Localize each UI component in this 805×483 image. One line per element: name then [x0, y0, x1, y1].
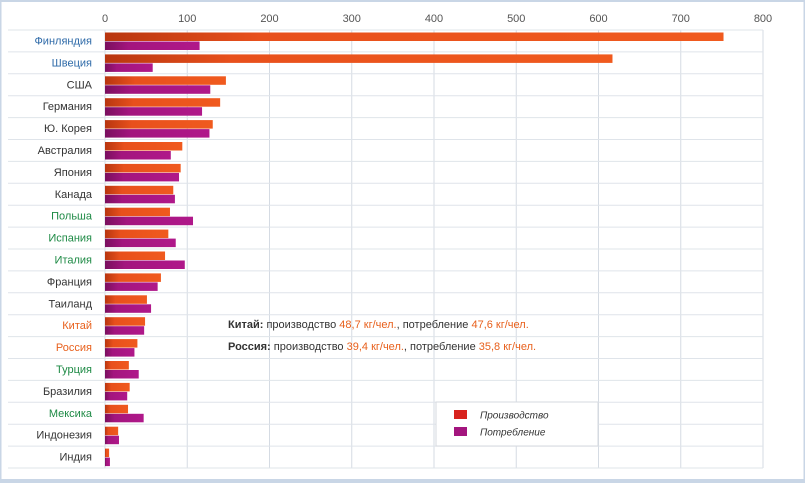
annotation-part: 48,7 кг/чел. — [339, 319, 396, 331]
bar-consumption — [105, 260, 185, 269]
bar-consumption — [105, 304, 152, 313]
bar-production — [105, 32, 724, 41]
legend-label: Производство — [480, 411, 549, 422]
bar-consumption — [105, 413, 144, 423]
bar-production — [105, 207, 170, 217]
category-label: Германия — [43, 101, 92, 113]
bar-consumption — [105, 151, 171, 160]
bar-consumption — [105, 435, 119, 445]
bar-consumption — [105, 129, 210, 138]
x-tick-label: 300 — [343, 13, 361, 25]
category-label: Китай — [62, 320, 92, 332]
annotation-part: 47,6 кг/чел. — [471, 319, 528, 331]
bar-production — [105, 163, 181, 173]
x-tick-label: 0 — [102, 13, 108, 25]
annotation-text: Россия: производство 39,4 кг/чел., потре… — [228, 341, 536, 353]
bar-consumption — [105, 85, 211, 94]
bar-consumption — [105, 63, 153, 72]
bar-consumption — [105, 326, 145, 335]
bar-production — [105, 185, 174, 195]
annotation-part: производство — [274, 341, 347, 353]
bar-production — [105, 404, 129, 414]
x-tick-label: 400 — [425, 13, 443, 25]
category-label: Индонезия — [36, 430, 92, 442]
category-label: Польша — [51, 211, 93, 223]
category-label: Италия — [55, 255, 93, 267]
bar-production — [105, 448, 110, 458]
annotation-part: , потребление — [397, 319, 472, 331]
category-label: Мексика — [49, 408, 93, 420]
annotation-part: Россия: — [228, 341, 274, 353]
bar-production — [105, 382, 130, 392]
category-label: США — [67, 79, 93, 91]
category-label: Ю. Корея — [44, 123, 92, 135]
bar-consumption — [105, 348, 135, 357]
bar-consumption — [105, 238, 176, 248]
bar-consumption — [105, 172, 180, 182]
category-label: Турция — [56, 364, 92, 376]
legend-swatch — [454, 427, 467, 436]
legend-box — [435, 401, 599, 447]
bar-production — [105, 251, 166, 260]
annotation-part: , потребление — [404, 341, 479, 353]
annotation-part: 39,4 кг/чел. — [347, 341, 404, 353]
x-tick-label: 200 — [260, 13, 278, 25]
bar-consumption — [105, 107, 203, 116]
category-label: Таиланд — [48, 298, 92, 310]
legend-swatch — [454, 410, 467, 419]
annotation-text: Китай: производство 48,7 кг/чел., потреб… — [228, 319, 529, 331]
bar-production — [105, 98, 221, 107]
bar-production — [105, 229, 169, 239]
annotation-part: производство — [266, 319, 339, 331]
x-tick-label: 100 — [178, 13, 196, 25]
bar-production — [105, 54, 613, 63]
bar-consumption — [105, 282, 158, 291]
bar-consumption — [105, 194, 175, 204]
x-tick-label: 800 — [754, 13, 772, 25]
legend-label: Потребление — [480, 427, 546, 439]
bar-consumption — [105, 216, 194, 226]
bar-production — [105, 142, 183, 151]
bar-production — [105, 76, 226, 85]
category-label: Индия — [59, 452, 92, 464]
bar-production — [105, 317, 146, 326]
category-label: Финляндия — [34, 36, 92, 48]
bar-production — [105, 361, 129, 370]
annotation-part: 35,8 кг/чел. — [479, 341, 536, 353]
bar-production — [105, 426, 119, 436]
x-tick-label: 600 — [589, 13, 607, 25]
x-tick-label: 700 — [672, 13, 690, 25]
bar-production — [105, 273, 161, 282]
category-label: Япония — [54, 167, 92, 179]
bar-production — [105, 120, 213, 129]
bar-consumption — [105, 41, 200, 50]
bar-production — [105, 295, 147, 304]
category-label: Россия — [56, 342, 92, 354]
category-label: Австралия — [38, 145, 92, 157]
bar-consumption — [105, 457, 110, 467]
bar-consumption — [105, 391, 128, 401]
x-tick-label: 500 — [507, 13, 525, 25]
bar-consumption — [105, 370, 139, 379]
category-label: Франция — [47, 276, 92, 288]
category-label: Канада — [55, 189, 93, 201]
category-label: Испания — [48, 233, 92, 245]
category-label: Бразилия — [43, 386, 92, 398]
category-label: Швеция — [52, 57, 92, 69]
bar-production — [105, 339, 138, 348]
annotation-part: Китай: — [228, 319, 266, 331]
